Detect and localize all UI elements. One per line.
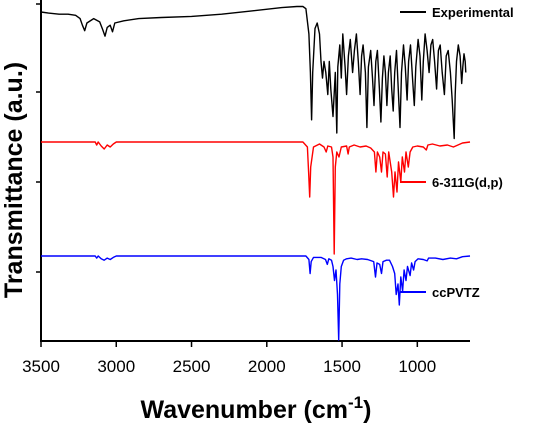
x-tick-label: 3500 xyxy=(22,357,60,376)
x-tick-label: 3000 xyxy=(97,357,135,376)
legend-label: 6-311G(d,p) xyxy=(432,175,503,190)
series-line-0 xyxy=(40,5,467,140)
x-axis-title-superscript: -1 xyxy=(348,393,363,412)
series-layer xyxy=(40,5,471,341)
x-axis-title-close: ) xyxy=(363,396,371,424)
x-tick-label: 2500 xyxy=(173,357,211,376)
y-axis-title: Transmittance (a.u.) xyxy=(0,62,28,298)
legend-label: ccPVTZ xyxy=(432,285,480,300)
legend-label: Experimental xyxy=(432,5,514,20)
series-line-1 xyxy=(41,141,471,255)
x-tick-label: 1500 xyxy=(323,357,361,376)
x-axis-title: Wavenumber (cm-1) xyxy=(141,393,372,424)
legend: Experimental 6-311G(d,p) ccPVTZ xyxy=(400,5,514,300)
series-line-2 xyxy=(41,255,471,341)
x-tick-label: 2000 xyxy=(248,357,286,376)
x-axis-title-main: Wavenumber (cm xyxy=(141,396,348,424)
y-axis-ticks xyxy=(36,3,41,273)
plot-frame xyxy=(36,0,470,342)
x-tick-label: 1000 xyxy=(398,357,436,376)
x-axis-ticks: 3500 3000 2500 2000 1500 1000 xyxy=(22,341,436,376)
